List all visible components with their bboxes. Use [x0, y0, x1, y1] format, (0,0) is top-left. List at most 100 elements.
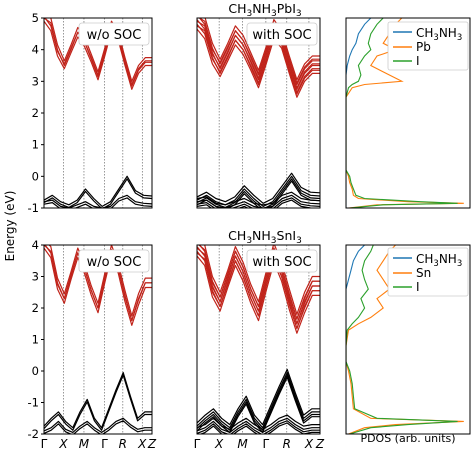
kpoint-label: M — [79, 437, 90, 451]
conduction-band — [198, 245, 320, 320]
legend-label-i: I — [416, 54, 420, 68]
band-panel-frame — [196, 244, 321, 435]
pdos-panel-frame — [345, 244, 471, 435]
kpoint-label: X — [304, 437, 314, 451]
kpoint-label: Z — [315, 437, 325, 451]
kpoint-label: R — [119, 437, 127, 451]
valence-band-group — [44, 175, 152, 208]
valence-band — [197, 197, 320, 208]
y-tick-label: 0 — [32, 169, 39, 183]
conduction-band — [197, 246, 320, 325]
valence-band — [197, 420, 320, 434]
y-tick-label: 1 — [32, 333, 39, 347]
soc-label-box — [78, 249, 150, 273]
kpoint-label: Γ — [41, 437, 48, 451]
valence-band-group — [197, 172, 320, 208]
y-tick-label: 5 — [32, 11, 39, 25]
band-panel-frame — [43, 17, 153, 209]
valence-band — [197, 376, 320, 433]
legend-label-ch3nh3: CH3NH3 — [416, 26, 462, 43]
valence-band — [197, 191, 320, 206]
y-tick-label: -1 — [28, 201, 39, 215]
band-panel-frame — [196, 17, 321, 209]
conduction-band-group — [44, 245, 152, 326]
conduction-band-group — [44, 18, 152, 90]
y-axis-label: Energy (eV) — [3, 191, 17, 262]
y-tick-label: 1 — [32, 138, 39, 152]
pdos-line-i — [346, 245, 458, 434]
valence-band — [44, 175, 152, 207]
conduction-band — [197, 255, 320, 334]
soc-label: w/o SOC — [87, 255, 142, 270]
band-panel: with SOC — [196, 17, 321, 209]
pdos-panel-frame — [345, 17, 471, 209]
conduction-band-group — [197, 245, 320, 334]
valence-band — [44, 197, 152, 208]
kpoint-label: Γ — [263, 437, 270, 451]
pdos-legend-bottom: CH3NH3 Sn I — [387, 247, 469, 297]
conduction-band — [44, 245, 152, 322]
valence-band — [44, 372, 152, 429]
valence-band — [197, 417, 320, 433]
soc-label-box — [246, 249, 318, 273]
pdos-panel — [345, 244, 471, 435]
conduction-band — [197, 19, 320, 89]
legend-label-ch3nh3: CH3NH3 — [416, 252, 462, 269]
pdos-line-ch3nh3 — [346, 18, 372, 208]
conduction-band — [197, 250, 320, 330]
kpoint-label: R — [283, 437, 291, 451]
conduction-band — [44, 247, 152, 326]
valence-band-group — [197, 368, 320, 434]
legend-label-pb: Pb — [416, 40, 431, 54]
legend-label-i: I — [416, 280, 420, 294]
bottom-title: CH3NH3SnI3 — [228, 228, 302, 246]
kpoint-label: X — [214, 437, 224, 451]
band-panel-frame — [43, 244, 153, 435]
valence-band — [44, 420, 152, 434]
y-tick-label: 4 — [32, 238, 39, 252]
valence-band — [197, 372, 320, 429]
legend-label-sn: Sn — [416, 266, 431, 280]
kpoint-label: Γ — [194, 437, 201, 451]
conduction-band — [49, 18, 152, 82]
band-panel: w/o SOC — [43, 17, 153, 209]
pdos-line-i — [346, 18, 458, 208]
y-tick-label: 0 — [32, 364, 39, 378]
conduction-band — [203, 245, 320, 315]
y-tick-label: -2 — [28, 427, 39, 441]
valence-band — [197, 199, 320, 208]
valence-band — [197, 178, 320, 208]
valence-band — [197, 374, 320, 431]
kpoint-label: X — [58, 437, 68, 451]
pdos-x-label: PDOS (arb. units) — [360, 432, 455, 445]
valence-band — [197, 180, 320, 208]
conduction-band-group — [197, 18, 320, 98]
valence-band — [44, 417, 152, 433]
conduction-band — [48, 245, 152, 317]
conduction-band — [198, 18, 320, 84]
y-tick-label: -1 — [28, 396, 39, 410]
y-tick-label: 3 — [32, 74, 39, 88]
kpoint-label: Z — [147, 437, 157, 451]
valence-band — [197, 172, 320, 204]
y-tick-label: 2 — [32, 301, 39, 315]
valence-band — [44, 178, 152, 208]
soc-label-box — [246, 22, 318, 46]
conduction-band — [44, 18, 152, 86]
valence-band — [199, 422, 320, 434]
pdos-legend-top: CH3NH3 Pb I — [387, 21, 469, 71]
conduction-band — [204, 18, 320, 81]
soc-label: w/o SOC — [87, 28, 142, 43]
kpoint-label: Γ — [101, 437, 108, 451]
soc-label: with SOC — [252, 255, 311, 270]
soc-label-box — [78, 22, 150, 46]
pdos-series-group — [346, 245, 464, 434]
top-title: CH3NH3PbI3 — [228, 1, 301, 19]
valence-band-group — [44, 372, 152, 434]
y-tick-label: 4 — [32, 43, 39, 57]
valence-band — [44, 194, 152, 208]
valence-band — [197, 175, 320, 207]
